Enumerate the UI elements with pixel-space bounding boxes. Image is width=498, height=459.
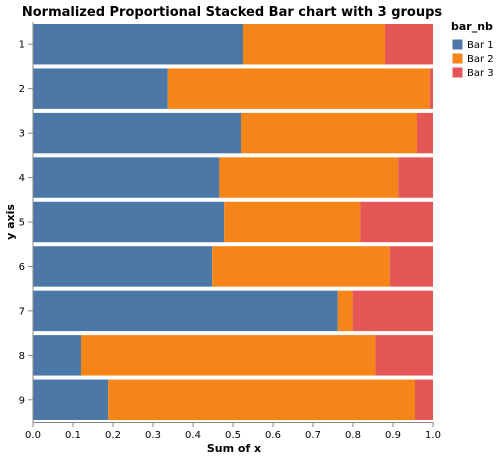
x-axis-title: Sum of x xyxy=(207,442,261,455)
x-tick-label: 0.0 xyxy=(25,430,41,441)
bar-7-series-2 xyxy=(337,290,353,332)
y-tick-label: 8 xyxy=(19,351,25,362)
bar-2-series-2 xyxy=(167,68,430,109)
bar-3-series-2 xyxy=(241,112,417,154)
bar-1-series-3 xyxy=(385,24,433,65)
bar-8-series-1 xyxy=(33,335,81,376)
bar-7-series-3 xyxy=(352,290,433,332)
legend-swatch xyxy=(452,39,463,50)
bar-2-series-3 xyxy=(429,68,433,109)
x-tick-label: 0.1 xyxy=(65,430,81,441)
x-tick-label: 0.8 xyxy=(345,430,361,441)
bar-1-series-1 xyxy=(33,24,243,65)
x-tick-label: 1.0 xyxy=(425,430,441,441)
bar-3-series-3 xyxy=(417,112,433,154)
bar-5-series-3 xyxy=(360,201,433,243)
legend-label: Bar 2 xyxy=(467,54,494,65)
x-tick-label: 0.2 xyxy=(105,430,121,441)
legend-title: bar_nb xyxy=(451,20,493,33)
legend-label: Bar 3 xyxy=(467,68,494,79)
bar-8-series-3 xyxy=(375,335,433,376)
y-tick-label: 5 xyxy=(19,218,25,229)
legend: bar_nb Bar 1 Bar 2 Bar 3 xyxy=(451,20,494,79)
bar-6-series-3 xyxy=(389,246,433,287)
y-tick-label: 4 xyxy=(19,173,25,184)
y-tick-label: 7 xyxy=(19,306,25,317)
x-tick-label: 0.5 xyxy=(225,430,241,441)
bar-9-series-2 xyxy=(108,379,415,420)
y-tick-label: 3 xyxy=(19,129,25,140)
bar-8-series-2 xyxy=(81,335,376,376)
x-tick-label: 0.4 xyxy=(185,430,201,441)
y-tick-label: 2 xyxy=(19,84,25,95)
bar-7-series-1 xyxy=(33,290,338,332)
x-axis: 0.0 0.1 0.2 0.3 0.4 0.5 0.6 0.7 0.8 0.9 1.0 xyxy=(25,422,441,441)
bar-4-series-1 xyxy=(33,157,220,198)
legend-label: Bar 1 xyxy=(467,40,494,51)
x-tick-label: 0.9 xyxy=(385,430,401,441)
bar-9-series-3 xyxy=(415,379,433,420)
y-tick-label: 6 xyxy=(19,262,25,273)
legend-swatch xyxy=(452,53,463,64)
plot-area xyxy=(33,24,433,420)
bar-4-series-3 xyxy=(398,157,433,198)
x-tick-label: 0.6 xyxy=(265,430,281,441)
y-tick-label: 9 xyxy=(19,395,25,406)
legend-swatch xyxy=(452,67,463,78)
bar-1-series-2 xyxy=(243,24,385,65)
bar-5-series-2 xyxy=(224,201,361,243)
bar-2-series-1 xyxy=(33,68,168,109)
bar-6-series-2 xyxy=(212,246,390,287)
x-tick-label: 0.3 xyxy=(145,430,161,441)
x-tick-label: 0.7 xyxy=(305,430,321,441)
bar-5-series-1 xyxy=(33,201,225,243)
bar-4-series-2 xyxy=(219,157,399,198)
y-axis: 1 2 3 4 5 6 7 8 9 xyxy=(19,22,34,422)
bar-3-series-1 xyxy=(33,112,241,154)
bar-6-series-1 xyxy=(33,246,213,287)
bar-9-series-1 xyxy=(33,379,109,420)
y-tick-label: 1 xyxy=(19,40,25,51)
chart-title: Normalized Proportional Stacked Bar char… xyxy=(22,5,443,20)
y-axis-title: y axis xyxy=(4,204,17,240)
